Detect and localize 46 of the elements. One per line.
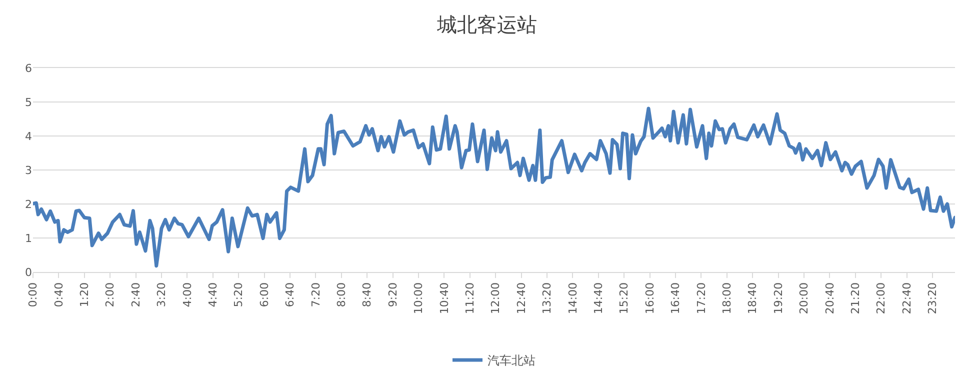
x-tick-label: 22:40 [900,282,914,314]
x-tick-label: 0:00 [26,282,40,308]
x-tick-label: 1:20 [78,282,91,308]
x-tick-label: 16:40 [669,282,682,314]
x-tick-label: 17:20 [694,282,708,314]
x-tick-label: 8:00 [334,282,348,308]
x-tick-label: 3:20 [155,282,168,308]
x-tick-label: 22:00 [874,282,888,314]
y-tick-label: 6 [25,62,32,75]
x-tick-label: 2:00 [104,282,117,308]
legend-label: 汽车北站 [488,354,536,368]
x-tick-label: 13:20 [540,282,554,314]
x-tick-label: 7:20 [309,282,322,308]
x-tick-label: 0:40 [52,282,66,308]
x-tick-label: 14:40 [592,282,605,314]
x-tick-label: 20:00 [798,282,811,314]
x-tick-label: 12:00 [489,282,502,314]
x-tick-label: 18:00 [720,282,734,314]
y-tick-label: 3 [25,164,32,177]
x-tick-label: 4:00 [180,282,194,308]
chart-title: 城北客运站 [436,12,537,36]
y-tick-label: 2 [25,198,32,211]
x-tick-label: 9:20 [386,282,400,308]
x-tick-label: 6:40 [284,282,297,308]
x-tick-label: 11:20 [463,282,476,314]
line-series [33,106,955,268]
x-tick-label: 20:40 [823,282,836,314]
x-tick-label: 15:20 [618,282,631,314]
y-tick-label: 5 [25,96,32,109]
x-tick-label: 19:20 [772,282,785,314]
y-tick-label: 1 [25,232,32,245]
y-tick-label: 4 [25,130,32,143]
x-tick-label: 18:40 [746,282,760,314]
x-tick-label: 4:40 [206,282,220,308]
x-tick-label: 8:40 [360,282,374,308]
x-tick-label: 6:00 [258,282,271,308]
x-tick-label: 5:20 [232,282,246,308]
y-tick-label: 0 [25,266,32,279]
x-tick-label: 2:40 [129,282,142,308]
x-tick-label: 10:00 [412,282,426,314]
x-tick-label: 23:20 [926,282,940,314]
x-tick-label: 12:40 [514,282,528,314]
x-tick-label: 10:40 [438,282,451,314]
x-tick-label: 14:00 [566,282,580,314]
x-tick-label: 21:20 [848,282,862,314]
x-tick-label: 16:00 [643,282,656,314]
